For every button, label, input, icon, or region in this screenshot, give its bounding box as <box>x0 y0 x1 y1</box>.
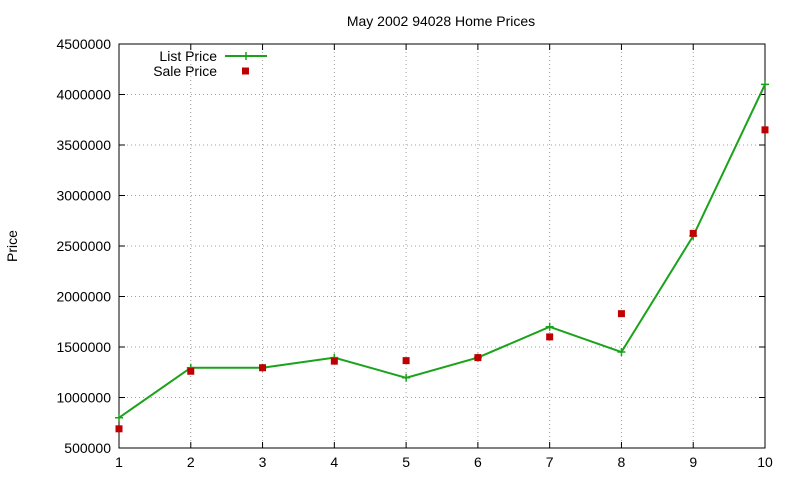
y-tick-label: 1500000 <box>56 339 111 355</box>
list-price-point <box>761 80 769 89</box>
legend-marker-sale-price <box>242 67 249 75</box>
list-price-point <box>545 322 554 331</box>
sale-price-point <box>689 229 697 237</box>
x-tick-label: 1 <box>115 454 123 470</box>
sale-price-point <box>115 425 123 433</box>
list-price-point <box>115 413 123 422</box>
sale-price-point <box>402 357 410 365</box>
y-tick-label: 500000 <box>64 440 111 456</box>
x-tick-label: 2 <box>187 454 195 470</box>
x-tick-label: 6 <box>474 454 482 470</box>
sale-price-point <box>546 333 554 341</box>
sale-price-point <box>330 357 338 365</box>
sale-price-point <box>617 310 625 318</box>
y-tick-label: 3500000 <box>56 137 111 153</box>
x-tick-label: 4 <box>330 454 338 470</box>
y-tick-label: 1000000 <box>56 390 111 406</box>
x-tick-label: 8 <box>618 454 626 470</box>
x-tick-label: 3 <box>259 454 267 470</box>
series-marks <box>115 80 769 433</box>
list-price-line <box>118 83 766 419</box>
list-price-point <box>617 348 626 357</box>
sale-price-point <box>187 367 195 375</box>
legend-label-sale-price: Sale Price <box>153 63 217 79</box>
x-tick-label: 7 <box>546 454 554 470</box>
y-tick-label: 3000000 <box>56 188 111 204</box>
chart-title: May 2002 94028 Home Prices <box>347 13 535 29</box>
y-tick-label: 4500000 <box>56 36 111 52</box>
axis-ticks: 500000 1000000 1500000 2000000 2500000 300000… <box>56 36 773 470</box>
legend-marker-list-price <box>242 52 250 60</box>
list-price-point <box>402 373 411 382</box>
legend-label-list-price: List Price <box>159 48 217 64</box>
grid-lines <box>119 44 765 448</box>
sale-price-point <box>259 364 267 372</box>
x-tick-label: 10 <box>757 454 773 470</box>
sale-price-point <box>761 126 769 134</box>
y-tick-label: 4000000 <box>56 87 111 103</box>
y-tick-label: 2500000 <box>56 238 111 254</box>
x-tick-label: 5 <box>402 454 410 470</box>
legend: List Price Sale Price <box>153 48 267 79</box>
sale-price-point <box>474 354 482 362</box>
x-tick-label: 9 <box>689 454 697 470</box>
y-axis-label: Price <box>4 230 20 262</box>
y-tick-label: 2000000 <box>56 289 111 305</box>
